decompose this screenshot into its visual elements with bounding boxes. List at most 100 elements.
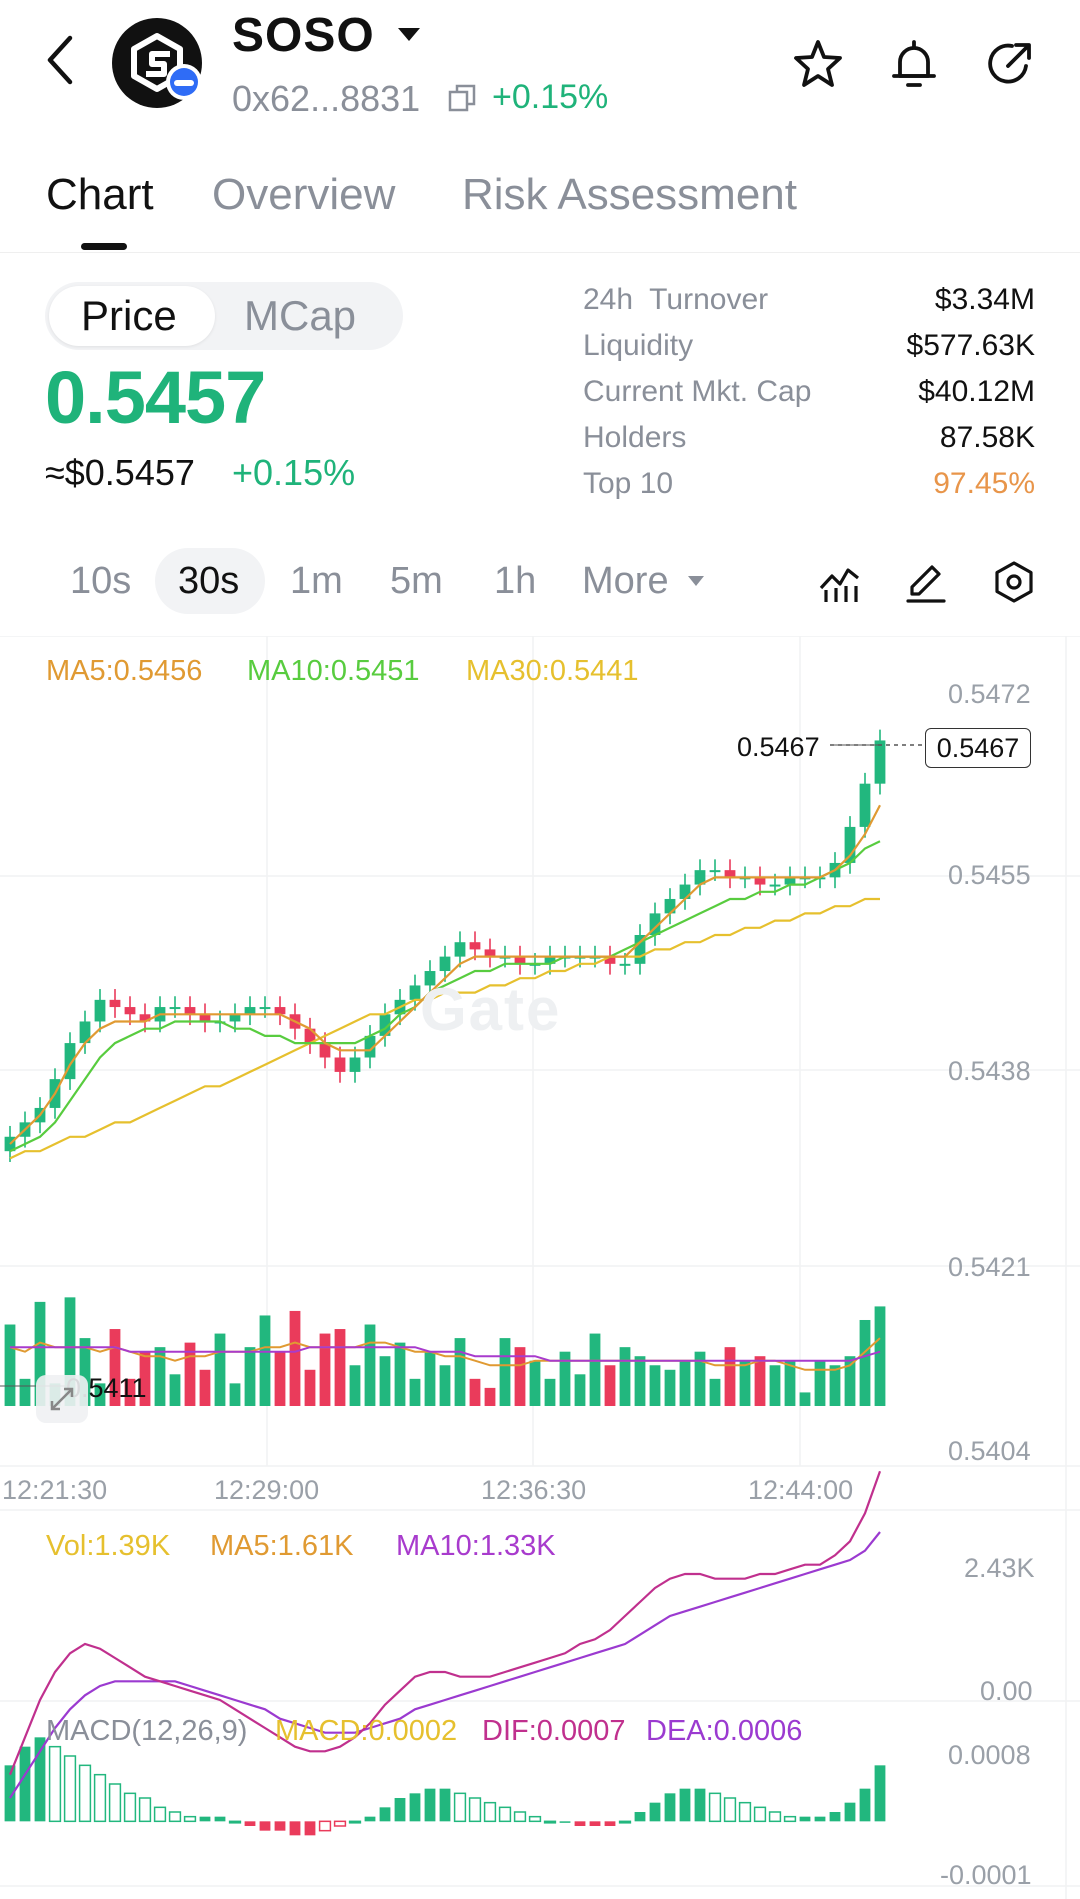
volume-bar xyxy=(694,1351,706,1406)
timeframe-more[interactable]: More xyxy=(582,560,669,602)
back-icon xyxy=(47,35,73,85)
active-tab-indicator xyxy=(81,243,127,250)
ma5-legend: MA5:0.5456 xyxy=(46,655,203,687)
alert-button[interactable] xyxy=(886,36,942,92)
candle-body xyxy=(379,1014,391,1036)
favorite-button[interactable] xyxy=(790,36,846,92)
candle-body xyxy=(334,1057,346,1072)
candle-body xyxy=(874,740,886,784)
candle-body xyxy=(634,935,646,964)
stat-value-top10: 97.45% xyxy=(933,467,1035,500)
draw-button[interactable] xyxy=(904,560,948,604)
bell-icon xyxy=(892,40,936,87)
macd-bar xyxy=(679,1788,691,1822)
stat-label-holders: Holders xyxy=(583,421,687,454)
more-caret-icon[interactable] xyxy=(688,576,704,586)
volume-bar xyxy=(544,1378,556,1406)
volume-bar xyxy=(64,1297,76,1406)
candle-body xyxy=(139,1014,151,1022)
x-tick: 12:36:30 xyxy=(481,1475,587,1505)
gate-watermark: Gate xyxy=(420,976,562,1043)
x-tick: 12:21:30 xyxy=(2,1475,108,1505)
candle-body xyxy=(769,884,781,887)
volume-bar xyxy=(484,1387,496,1406)
macd-bar xyxy=(453,1792,467,1823)
chart-grid xyxy=(0,636,1080,1899)
back-button[interactable] xyxy=(40,30,80,90)
x-tick: 12:44:00 xyxy=(748,1475,854,1505)
macd-bar xyxy=(168,1811,182,1823)
macd-bar xyxy=(559,1821,571,1823)
volume-bar xyxy=(34,1301,46,1406)
current-price-tag[interactable]: 0.5467 xyxy=(925,728,1031,768)
macd-bar xyxy=(664,1793,676,1822)
tab-chart[interactable]: Chart xyxy=(46,170,154,219)
macd-bar xyxy=(244,1821,256,1826)
volume-bar xyxy=(4,1324,16,1406)
timeframe-10s[interactable]: 10s xyxy=(70,560,132,602)
token-name[interactable]: SOSO xyxy=(232,9,375,62)
volume-bar xyxy=(649,1365,661,1406)
macd-params-legend: MACD(12,26,9) xyxy=(46,1715,248,1747)
macd-bar xyxy=(214,1816,226,1822)
candle-body xyxy=(79,1021,91,1044)
x-tick: 12:29:00 xyxy=(214,1475,320,1505)
macd-bar xyxy=(634,1812,646,1822)
macd-bar xyxy=(513,1811,527,1823)
timeframe-30s[interactable]: 30s xyxy=(178,560,240,602)
indicator-chart-icon xyxy=(819,568,859,602)
macd-bar xyxy=(289,1821,301,1836)
volume-bar xyxy=(274,1351,286,1406)
stat-value-market-cap: $40.12M xyxy=(918,375,1035,408)
volume-bar xyxy=(574,1374,586,1406)
macd-bar xyxy=(859,1788,871,1822)
chart-settings-button[interactable] xyxy=(992,560,1036,604)
chain-badge-icon xyxy=(166,64,202,100)
timeframe-1h[interactable]: 1h xyxy=(494,560,537,602)
pencil-icon xyxy=(906,565,946,603)
volume-bar xyxy=(859,1319,871,1406)
ma10-line xyxy=(9,840,881,1153)
tab-overview[interactable]: Overview xyxy=(212,170,396,219)
macd-bar xyxy=(34,1737,46,1822)
token-switch-caret-icon[interactable] xyxy=(398,28,420,41)
indicators-button[interactable] xyxy=(818,560,862,604)
ma10-legend: MA10:0.5451 xyxy=(247,655,420,687)
volume-bar xyxy=(214,1333,226,1406)
volume-bar xyxy=(424,1351,436,1406)
macd-bar xyxy=(379,1807,391,1822)
expand-chart-button[interactable] xyxy=(36,1375,88,1423)
ma30-legend: MA30:0.5441 xyxy=(466,655,639,687)
toggle-mcap[interactable]: MCap xyxy=(244,292,357,339)
volume-bar xyxy=(259,1315,271,1406)
chart-canvas[interactable] xyxy=(0,636,1080,1899)
volume-bar xyxy=(139,1351,151,1406)
macd-bar xyxy=(439,1788,451,1822)
macd-bar xyxy=(783,1815,797,1823)
macd-bar xyxy=(753,1806,767,1823)
timeframe-1m[interactable]: 1m xyxy=(290,560,343,602)
macd-y-tick: 0.0008 xyxy=(948,1740,1031,1770)
dea-line xyxy=(9,1531,881,1799)
candle-body xyxy=(784,877,796,885)
volume-bar xyxy=(364,1324,376,1406)
ma-lines xyxy=(9,804,881,1160)
volume-bar xyxy=(109,1329,121,1406)
candle-body xyxy=(304,1028,316,1044)
volume-bar xyxy=(199,1369,211,1406)
volume-bar xyxy=(394,1342,406,1406)
stat-label-liquidity: Liquidity xyxy=(583,329,694,362)
volume-bar xyxy=(844,1356,856,1406)
timeframe-5m[interactable]: 5m xyxy=(390,560,443,602)
tab-risk-assessment[interactable]: Risk Assessment xyxy=(462,170,797,219)
contract-address: 0x62...8831 xyxy=(232,78,421,119)
share-button[interactable] xyxy=(982,36,1038,92)
token-logo xyxy=(112,18,202,108)
toggle-price[interactable]: Price xyxy=(81,292,177,339)
macd-bar xyxy=(199,1816,211,1822)
volume-bar xyxy=(94,1383,106,1406)
copy-icon[interactable] xyxy=(448,84,476,112)
volume-bars xyxy=(4,1297,886,1406)
candle-body xyxy=(319,1043,331,1058)
macd-bar xyxy=(738,1801,752,1823)
